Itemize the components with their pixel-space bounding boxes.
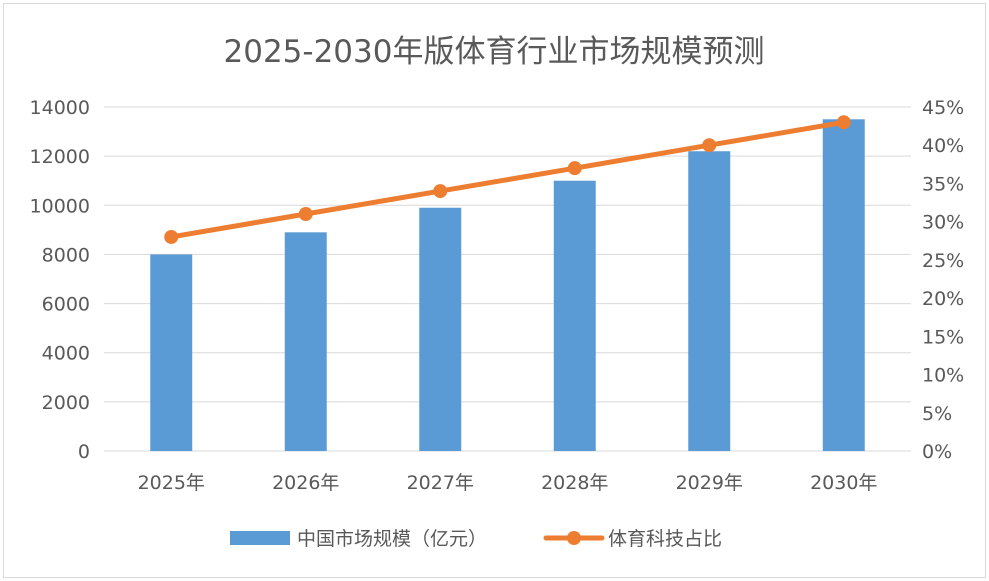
bar — [419, 207, 462, 451]
gridlines — [104, 106, 911, 452]
x-tick-label: 2025年 — [138, 472, 205, 494]
right-tick-label: 35% — [922, 173, 964, 195]
bar — [822, 119, 865, 452]
chart-frame: 2025-2030年版体育行业市场规模预测 0 2000 4000 6000 8000 1… — [3, 3, 986, 578]
line-point — [433, 184, 448, 199]
bar — [150, 254, 193, 451]
bar — [553, 180, 596, 451]
right-axis-labels: 0% 5% 10% 15% 20% 25% 30% 35% 40% 45% — [922, 97, 964, 463]
legend: 中国市场规模（亿元） 体育科技占比 — [230, 528, 722, 550]
legend-swatch-marker — [567, 531, 581, 545]
x-tick-label: 2028年 — [541, 472, 608, 494]
left-axis-labels: 0 2000 4000 6000 8000 10000 12000 14000 — [30, 97, 90, 463]
right-tick-label: 30% — [922, 212, 964, 234]
legend-swatch-bar — [230, 531, 290, 545]
chart-title: 2025-2030年版体育行业市场规模预测 — [224, 34, 765, 70]
line-point — [298, 207, 313, 222]
x-tick-label: 2027年 — [407, 472, 474, 494]
left-tick-label: 0 — [78, 441, 90, 463]
x-axis-labels: 2025年 2026年 2027年 2028年 2029年 2030年 — [138, 472, 878, 494]
bar-series — [150, 119, 865, 452]
right-tick-label: 15% — [922, 326, 964, 348]
legend-label-line: 体育科技占比 — [608, 528, 722, 550]
right-tick-label: 45% — [922, 97, 964, 119]
line-series — [164, 115, 851, 244]
line-point — [836, 115, 851, 130]
right-tick-label: 10% — [922, 365, 964, 387]
right-tick-label: 25% — [922, 250, 964, 272]
bar — [688, 151, 731, 451]
line-point — [164, 229, 179, 244]
left-tick-label: 2000 — [42, 392, 90, 414]
left-tick-label: 8000 — [42, 244, 90, 266]
left-tick-label: 12000 — [30, 146, 90, 168]
right-tick-label: 40% — [922, 135, 964, 157]
line-point — [702, 138, 717, 153]
chart-svg: 2025-2030年版体育行业市场规模预测 0 2000 4000 6000 8000 1… — [30, 34, 965, 550]
left-tick-label: 10000 — [30, 195, 90, 217]
series-line — [168, 119, 847, 240]
right-tick-label: 20% — [922, 288, 964, 310]
left-tick-label: 14000 — [30, 97, 90, 119]
left-tick-label: 4000 — [42, 343, 90, 365]
x-tick-label: 2029年 — [676, 472, 743, 494]
x-tick-label: 2030年 — [810, 472, 877, 494]
right-tick-label: 0% — [922, 441, 952, 463]
legend-label-bar: 中国市场规模（亿元） — [297, 528, 487, 550]
line-point — [567, 161, 582, 176]
left-tick-label: 6000 — [42, 294, 90, 316]
right-tick-label: 5% — [922, 403, 952, 425]
x-tick-label: 2026年 — [272, 472, 339, 494]
bar — [284, 232, 327, 451]
